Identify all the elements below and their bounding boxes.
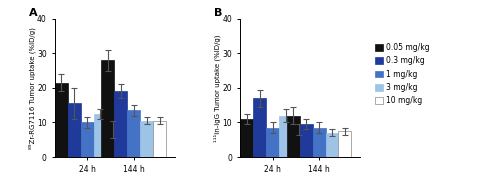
Bar (300, 124, 312, 157)
Legend: 0.05 mg/kg, 0.3 mg/kg, 1 mg/kg, 3 mg/kg, 10 mg/kg: 0.05 mg/kg, 0.3 mg/kg, 1 mg/kg, 3 mg/kg,… (374, 42, 432, 106)
Bar (55, 83, 68, 157)
Bar (81, 122, 94, 157)
Bar (68, 103, 81, 157)
Bar (102, 60, 114, 157)
Text: A: A (28, 8, 38, 18)
Bar (153, 121, 166, 157)
Bar (338, 131, 351, 157)
Bar (266, 128, 279, 157)
Bar (240, 119, 254, 157)
Bar (127, 110, 140, 157)
Bar (286, 116, 300, 157)
Bar (292, 129, 305, 157)
Bar (114, 91, 127, 157)
Bar (140, 121, 153, 157)
Bar (254, 98, 266, 157)
Y-axis label: ⁸⁹Zr-RG7116 Tumor uptake (%ID/g): ⁸⁹Zr-RG7116 Tumor uptake (%ID/g) (28, 27, 36, 149)
Bar (279, 116, 292, 157)
Text: B: B (214, 8, 222, 18)
Bar (312, 128, 326, 157)
Y-axis label: ¹¹¹In-IgG Tumor uptake (%ID/g): ¹¹¹In-IgG Tumor uptake (%ID/g) (214, 34, 221, 142)
Bar (326, 133, 338, 157)
Bar (106, 129, 120, 157)
Bar (94, 114, 106, 157)
